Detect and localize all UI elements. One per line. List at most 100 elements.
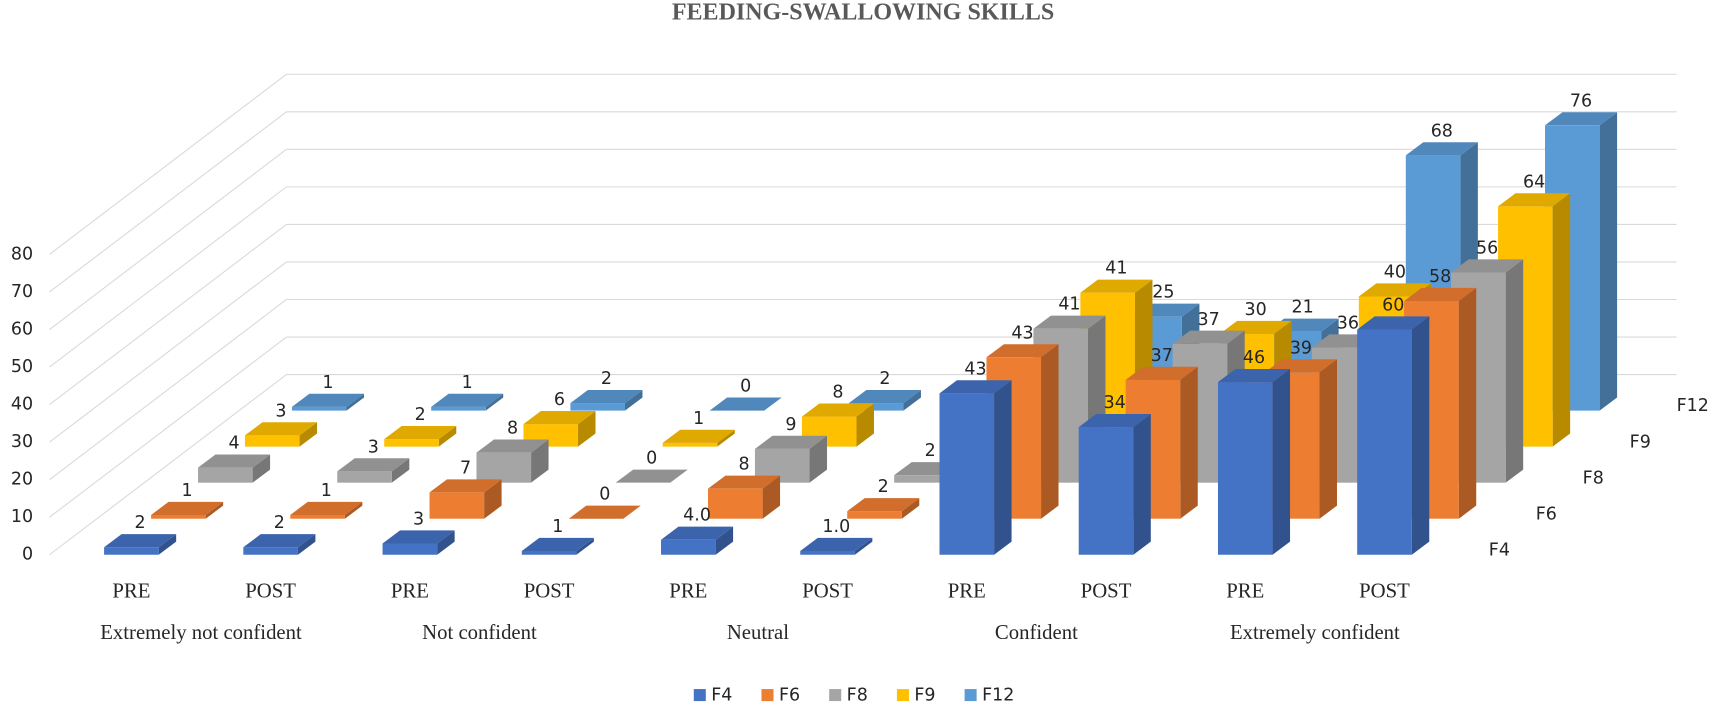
bar-top [707,475,781,489]
bar [337,458,410,483]
legend-item: F4 [693,686,732,706]
legend-item: F12 [964,686,1014,706]
bar-front [198,467,253,483]
data-label: 1 [552,517,563,537]
bar-top [1080,279,1153,293]
bar-top [568,505,641,519]
bar [1498,193,1571,447]
data-label: 25 [1152,283,1174,303]
grid-line [49,73,1677,255]
bar-front [290,514,345,519]
legend-swatch [964,689,977,702]
x-tick-label: PRE [112,581,150,603]
bar-side [299,422,318,447]
bar-front [847,511,902,519]
data-label: 7 [460,458,471,478]
bar [847,498,920,519]
data-label: 34 [1104,393,1126,413]
data-label: 30 [1245,300,1267,320]
bar-front [1078,427,1134,555]
series-axis-label: F4 [1489,540,1510,560]
bar-side [1272,368,1291,555]
bar [707,475,781,519]
bar-side [856,403,874,447]
bar-front [382,543,438,555]
bar-side [762,475,781,519]
x-tick-label: PRE [1226,581,1264,603]
data-label: 41 [1105,259,1127,279]
bar-top [661,526,734,540]
bar [244,422,318,447]
legend-label: F8 [847,686,868,706]
data-label: 2 [415,405,426,425]
bar-front [894,475,949,483]
bar-side [1133,414,1151,555]
bar-top [476,439,549,453]
category-group-label: Not confident [422,622,537,644]
bar-side [205,501,224,519]
bar-side [717,429,735,447]
bar-top [1498,193,1571,207]
data-label: 8 [832,383,843,403]
data-label: 68 [1431,121,1453,141]
bar-side [297,534,316,555]
bar-side [158,534,177,555]
bar [290,501,363,519]
y-tick-label: 60 [11,320,33,340]
data-label: 1 [693,409,704,429]
legend-swatch [896,689,909,702]
bar-top [523,411,596,425]
bar-front [337,471,392,483]
bar-front [662,442,718,447]
bar-top [986,344,1059,358]
bar-top [1217,368,1291,383]
bar-front [800,550,855,555]
data-label: 8 [507,419,518,439]
bar-side [624,389,643,411]
grid-floor-segment [49,299,287,481]
bar-top [244,422,318,436]
data-label: 4.0 [683,506,711,526]
y-tick-label: 40 [11,395,33,415]
data-label: 9 [785,415,796,435]
bar [104,534,177,555]
y-tick-label: 10 [11,507,33,527]
legend-label: F12 [982,686,1014,706]
data-label: 0 [599,485,610,505]
y-tick-label: 80 [11,244,33,264]
bar-side [252,454,271,483]
data-label: 1.0 [822,517,850,537]
legend-item: F9 [896,686,936,706]
bar-front [244,435,300,447]
series-axis-label: F6 [1536,504,1557,524]
x-tick-label: POST [524,581,575,603]
data-label: 8 [738,455,749,475]
bar [754,435,828,483]
grid-floor-segment [49,374,287,556]
bar [661,526,734,555]
y-tick-label: 20 [11,470,33,490]
series-axis-label: F12 [1677,396,1709,416]
bar [198,454,271,483]
data-label: 37 [1151,346,1173,366]
bar-top [382,530,455,544]
data-label: 2 [601,369,612,389]
bar-top [384,426,457,440]
bar [1217,368,1291,555]
data-label: 64 [1523,172,1545,192]
x-tick-label: POST [1081,581,1132,603]
bar [848,389,921,411]
x-tick-label: PRE [391,581,429,603]
y-tick-label: 0 [22,545,33,565]
data-label: 43 [1011,323,1033,343]
data-label: 0 [646,449,657,469]
legend-swatch [693,689,706,702]
series-axis-label: F8 [1583,468,1604,488]
bar-side [1505,259,1524,483]
data-label: 3 [368,437,379,457]
data-label: 2 [274,513,285,533]
bar-side [484,479,502,519]
bar-top [1451,259,1524,273]
legend-item: F8 [829,686,868,706]
